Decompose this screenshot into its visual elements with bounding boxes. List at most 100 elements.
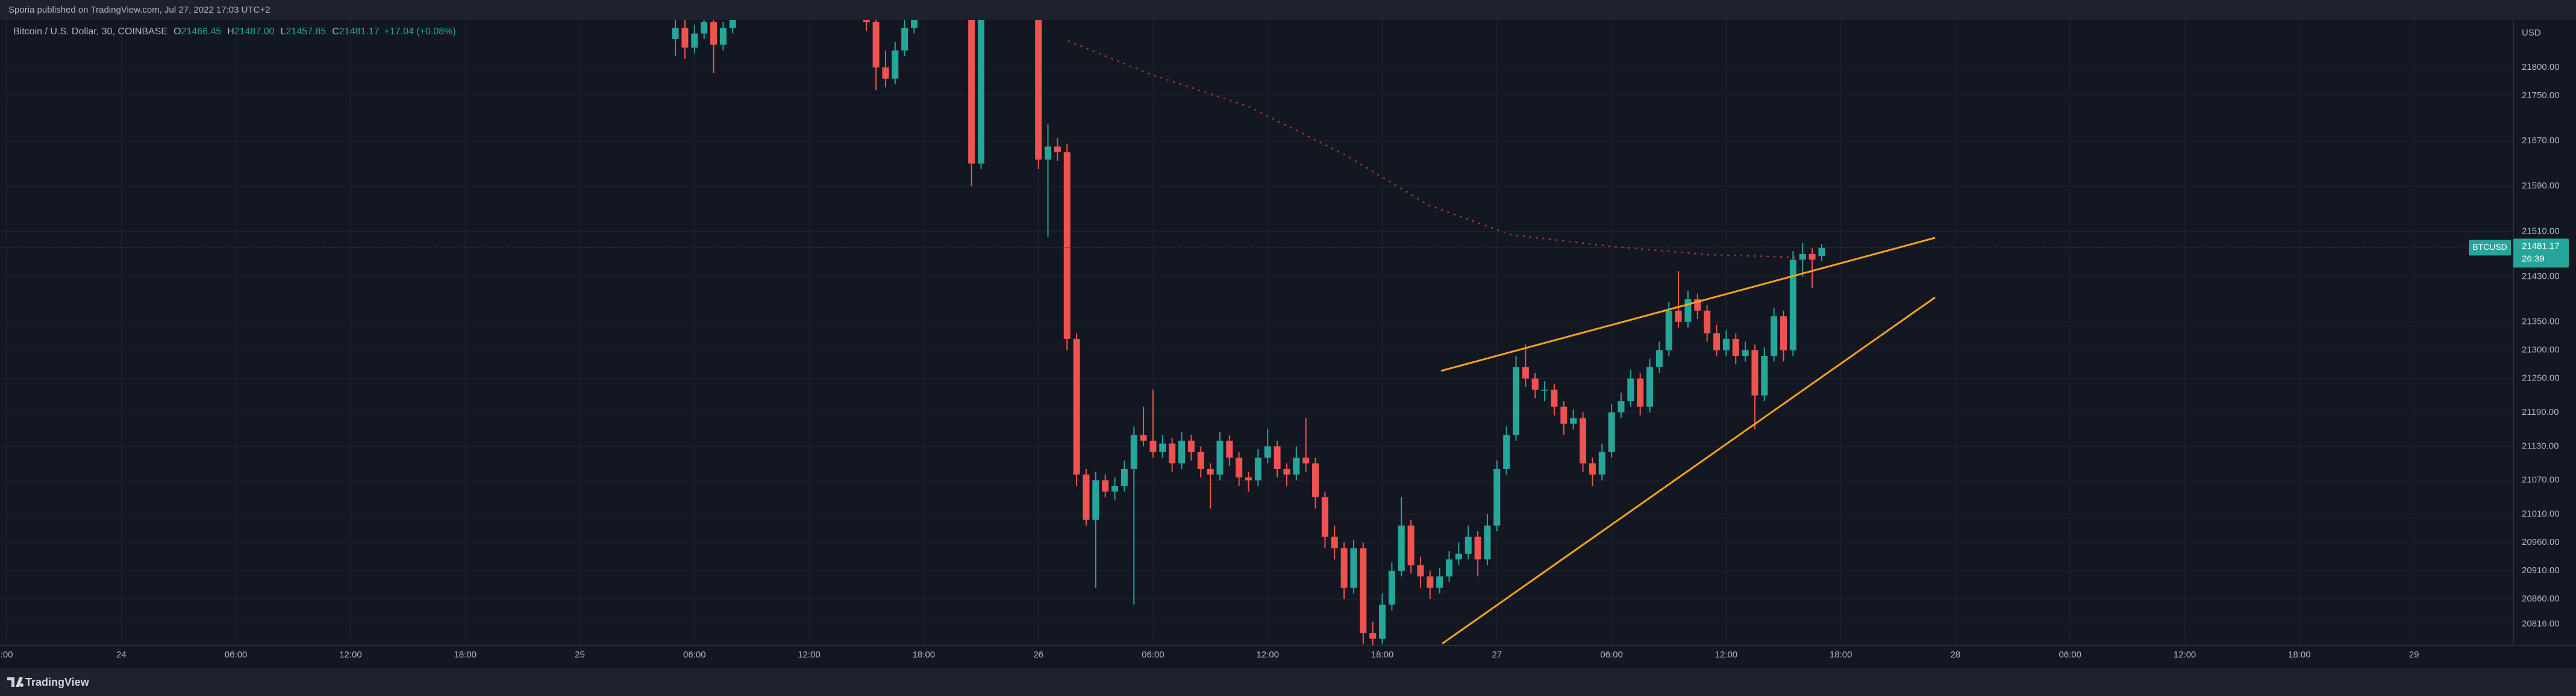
y-tick-label: 21350.00 — [2522, 317, 2560, 327]
candle-body — [987, 0, 994, 11]
candle-body — [1331, 536, 1338, 548]
x-tick-label: 26 — [1033, 650, 1043, 660]
candle-body — [1465, 536, 1472, 554]
quote-key: H — [227, 26, 234, 37]
x-tick-label: 28 — [1951, 650, 1961, 660]
candle-body — [1236, 458, 1243, 477]
candle-body — [1694, 299, 1701, 311]
candle-body — [1274, 446, 1281, 469]
candle-body — [1637, 378, 1644, 407]
quote-key: O — [174, 26, 181, 37]
candle-body — [739, 0, 746, 11]
trend-line-upper — [1440, 237, 1936, 372]
symbol-legend: Bitcoin / U.S. Dollar, 30, COINBASE O2146… — [13, 26, 456, 37]
candle-body — [1159, 443, 1166, 452]
candle-body — [1092, 480, 1099, 520]
candle-body — [1226, 440, 1233, 458]
candle-body — [1293, 458, 1300, 475]
y-tick-label: 21300.00 — [2522, 345, 2560, 355]
candle-body — [1541, 390, 1548, 391]
candle-body — [1789, 259, 1796, 350]
y-tick-label: 21590.00 — [2522, 181, 2560, 191]
x-tick-label: 18:00 — [454, 650, 477, 660]
candle-body — [1427, 576, 1434, 588]
candle-body — [701, 22, 708, 34]
candle-body — [1254, 458, 1261, 480]
candle-body — [1522, 367, 1529, 379]
symbol-tag-bg — [2469, 240, 2511, 256]
candle-body — [854, 0, 860, 8]
candles — [0, 0, 2513, 645]
y-tick-label: 21750.00 — [2522, 90, 2560, 101]
quote-key: L — [280, 26, 286, 37]
candle-body — [1665, 310, 1672, 350]
y-tick-label: 21670.00 — [2522, 135, 2560, 146]
y-tick-label: 21250.00 — [2522, 373, 2560, 384]
candle-body — [1083, 474, 1090, 520]
candle-body — [1484, 525, 1491, 560]
candle-body — [872, 22, 880, 67]
candle-body — [1598, 452, 1605, 475]
price-tags: BTCUSD 21481.17 26:39 — [2469, 238, 2569, 268]
x-tick-label: 18:00 — [1830, 650, 1852, 660]
candle-body — [1321, 497, 1328, 537]
candle-body — [1551, 390, 1558, 407]
x-tick-label: 06:00 — [1600, 650, 1623, 660]
candle-body — [1216, 440, 1224, 475]
y-tick-label: 21800.00 — [2522, 62, 2560, 72]
brand-logo — [7, 677, 24, 687]
candle-body — [1111, 486, 1119, 492]
trend-line-lower — [1442, 296, 1936, 645]
symbol-tag: BTCUSD — [2472, 242, 2507, 252]
candle-body — [1818, 247, 1825, 256]
candle-body — [1780, 316, 1787, 350]
candle-body — [1713, 333, 1721, 350]
candle-body — [1283, 468, 1290, 475]
x-tick-label: 24 — [116, 650, 127, 660]
candle-body — [1130, 435, 1137, 469]
candle-body — [1340, 548, 1348, 588]
candle-body — [672, 28, 679, 39]
quote-key: C — [332, 26, 339, 37]
candle-body — [1388, 570, 1395, 605]
x-tick-label: 06:00 — [225, 650, 248, 660]
x-tick-label: 06:00 — [1142, 650, 1165, 660]
x-tick-label: 12:00 — [1256, 650, 1279, 660]
candle-body — [1169, 443, 1176, 464]
candle-body — [1675, 310, 1682, 322]
countdown: 26:39 — [2522, 253, 2545, 264]
candle-body — [1570, 418, 1577, 424]
y-tick-label: 20816.00 — [2522, 618, 2560, 629]
quote-value: 21466.45 — [181, 26, 222, 37]
x-tick-label: 25 — [575, 650, 585, 660]
candle-body — [1513, 367, 1520, 435]
published-info: Sporia published on TradingView.com, Jul… — [8, 5, 270, 15]
candle-body — [1493, 468, 1501, 526]
chart: USD 21800.00 21750.00 21670.00 21590.00 2151… — [0, 0, 2576, 660]
candle-body — [978, 20, 985, 164]
y-tick-label: 21010.00 — [2522, 509, 2560, 519]
candle-body — [968, 20, 975, 164]
candle-body — [1187, 440, 1195, 452]
candle-body — [1732, 338, 1739, 356]
x-tick-label: 18:00 — [913, 650, 936, 660]
candle-body — [1809, 253, 1816, 260]
candle-body — [1503, 435, 1510, 469]
x-tick-label: 06:00 — [2059, 650, 2081, 660]
candle-body — [1207, 468, 1214, 475]
candle-body — [1369, 633, 1377, 639]
candle-body — [1436, 576, 1443, 588]
candle-body — [1608, 412, 1615, 452]
candle-body — [1407, 525, 1415, 565]
x-tick-label: 18:00 — [2288, 650, 2311, 660]
candle-body — [1751, 350, 1758, 396]
candle-body — [1742, 350, 1749, 356]
candle-body — [1446, 559, 1453, 577]
candle-body — [1417, 565, 1424, 577]
candle-body — [1646, 367, 1654, 407]
price-tag: 21481.17 — [2522, 241, 2560, 251]
candle-body — [1618, 401, 1625, 412]
candle-body — [863, 20, 870, 22]
candle-body — [729, 20, 736, 28]
